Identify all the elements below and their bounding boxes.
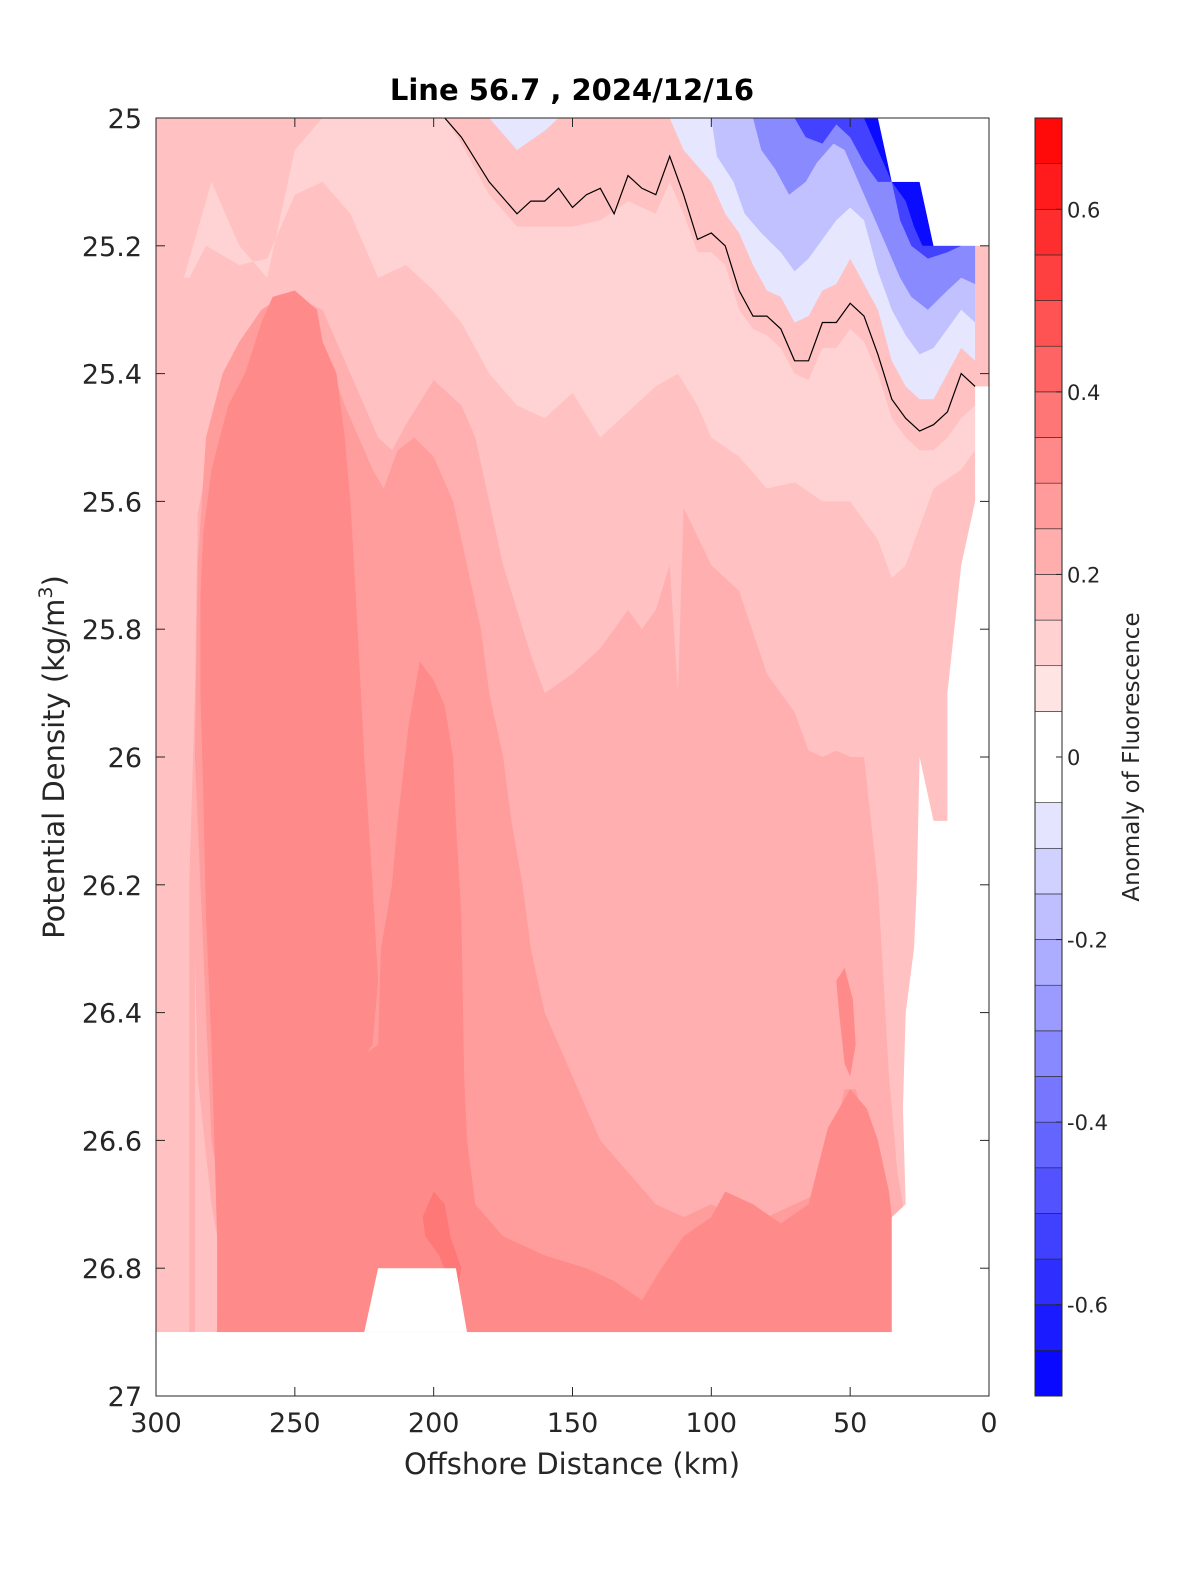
contour-band-8 xyxy=(836,967,856,1077)
no-data-region-0 xyxy=(877,118,989,246)
contour-band-1 xyxy=(183,181,976,1333)
colorbar: -0.6 -0.4 -0.2 0 0.2 0.4 0.6 xyxy=(1034,117,1108,1397)
colorbar-tick-label: 0.2 xyxy=(1067,563,1100,587)
y-axis-label-main: Potential Density (kg/m xyxy=(37,599,71,939)
x-tick-label: 150 xyxy=(547,1408,599,1439)
colorbar-tick-label: -0.2 xyxy=(1067,929,1108,953)
colorbar-segment xyxy=(1034,208,1063,256)
y-tick-label: 26 xyxy=(108,743,142,774)
y-axis-label-exponent: 3 xyxy=(35,586,57,598)
colorbar-segment xyxy=(1034,847,1063,895)
colorbar-tick-label: 0.4 xyxy=(1067,381,1100,405)
zero-contour-line xyxy=(444,117,976,432)
y-tick-label: 25 xyxy=(108,104,142,135)
colorbar-segment xyxy=(1034,391,1063,438)
colorbar-segment xyxy=(1034,300,1063,347)
colorbar-segment xyxy=(1034,984,1063,1032)
y-axis: 25 25.2 25.4 25.6 25.8 26 26.2 26.4 26.6 26.8 27 xyxy=(82,104,989,1413)
colorbar-segment xyxy=(1034,345,1063,393)
colorbar-tick-label: -0.4 xyxy=(1067,1111,1108,1135)
contour-band-negative-2 xyxy=(711,118,976,355)
contour-fills xyxy=(156,118,989,1396)
colorbar-segment xyxy=(1034,1121,1063,1169)
colorbar-segment xyxy=(1034,117,1063,164)
y-tick-label: 25.8 xyxy=(82,615,142,646)
colorbar-segment xyxy=(1034,619,1063,667)
colorbar-segment xyxy=(1034,437,1063,484)
contour-band-negative-3 xyxy=(753,118,976,310)
x-axis: 300 250 200 150 100 50 0 xyxy=(130,118,998,1439)
y-tick-label: 25.2 xyxy=(82,232,142,263)
colorbar-tick-label: -0.6 xyxy=(1067,1294,1108,1318)
colorbar-segment xyxy=(1034,1167,1063,1214)
colorbar-segment xyxy=(1034,1350,1063,1397)
contour-band-2 xyxy=(183,118,976,579)
x-tick-label: 0 xyxy=(980,1408,997,1439)
colorbar-segment xyxy=(1034,254,1063,301)
colorbar-segment xyxy=(1034,1258,1063,1306)
y-axis-label-close: ) xyxy=(37,575,71,586)
colorbar-label: Anomaly of Fluorescence xyxy=(1119,612,1145,901)
y-tick-label: 26.6 xyxy=(82,1126,142,1157)
colorbar-segment xyxy=(1034,1076,1063,1123)
colorbar-tick-label: 0.6 xyxy=(1067,198,1100,222)
y-tick-label: 25.4 xyxy=(82,360,142,391)
colorbar-segment xyxy=(1034,1304,1063,1351)
colorbar-segment xyxy=(1034,482,1063,530)
colorbar-segment xyxy=(1034,1213,1063,1260)
plot-area xyxy=(155,117,990,1397)
colorbar-segments xyxy=(1034,117,1063,1397)
y-tick-label: 26.8 xyxy=(82,1254,142,1285)
colorbar-segment xyxy=(1034,893,1063,940)
x-tick-label: 250 xyxy=(269,1408,321,1439)
y-tick-label: 25.6 xyxy=(82,487,142,518)
y-axis-label: Potential Density (kg/m3) xyxy=(35,575,71,939)
x-tick-label: 100 xyxy=(686,1408,738,1439)
colorbar-segment xyxy=(1034,939,1063,986)
contour-band-5 xyxy=(200,290,379,1333)
no-data-region-1 xyxy=(156,386,989,1396)
x-tick-label: 50 xyxy=(833,1408,867,1439)
no-data-region-2 xyxy=(364,1268,467,1333)
colorbar-ticks: -0.6 -0.4 -0.2 0 0.2 0.4 0.6 xyxy=(1056,198,1108,1318)
y-tick-label: 26.2 xyxy=(82,871,142,902)
contour-band-0 xyxy=(156,118,323,1333)
colorbar-tick-label: 0 xyxy=(1067,746,1080,770)
contour-band-6 xyxy=(217,661,892,1333)
colorbar-segment xyxy=(1034,1030,1063,1077)
x-tick-label: 200 xyxy=(408,1408,460,1439)
chart-title: Line 56.7 , 2024/12/16 xyxy=(390,73,754,107)
y-tick-label: 26.4 xyxy=(82,999,142,1030)
x-axis-label: Offshore Distance (km) xyxy=(404,1447,740,1481)
colorbar-segment xyxy=(1034,665,1063,712)
colorbar-segment xyxy=(1034,802,1063,849)
contour-band-negative-0 xyxy=(489,118,559,150)
y-tick-label: 27 xyxy=(108,1382,142,1413)
x-tick-label: 300 xyxy=(130,1408,182,1439)
colorbar-segment xyxy=(1034,574,1063,621)
colorbar-segment xyxy=(1034,528,1063,575)
colorbar-segment xyxy=(1034,163,1063,210)
zero-contour-polyline xyxy=(444,117,976,432)
